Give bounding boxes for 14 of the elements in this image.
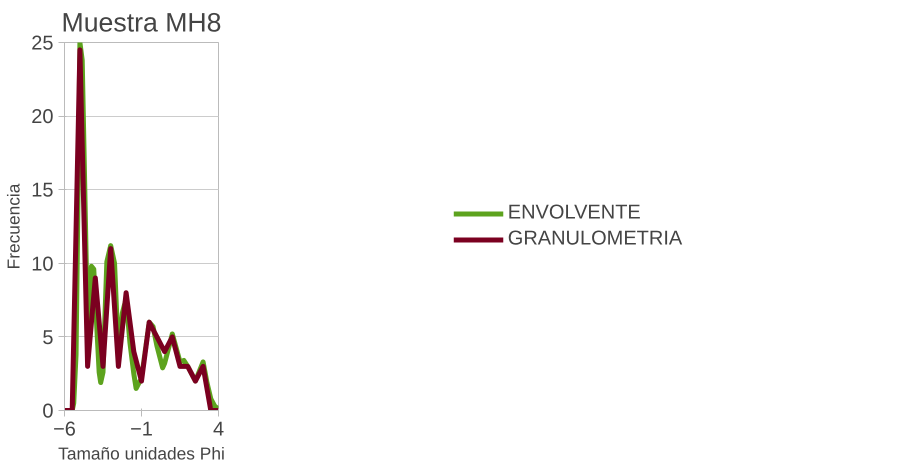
x-tick-label: −1 [130, 418, 153, 440]
legend-label: GRANULOMETRIA [508, 228, 682, 250]
y-tick-label: 10 [31, 253, 54, 276]
y-tick-label: 25 [31, 32, 54, 54]
x-axis-title: Tamaño unidades Phi [58, 444, 225, 464]
chart-title: Muestra MH8 [62, 8, 222, 38]
y-tick-label: 5 [42, 326, 54, 349]
y-tick-label: 15 [31, 180, 54, 202]
y-tick-label: 0 [42, 400, 54, 422]
y-tick-label: 20 [31, 106, 54, 128]
y-axis-title: Frecuencia [3, 183, 24, 270]
x-tick-label: 4 [212, 418, 224, 440]
x-tick-label: −6 [53, 418, 76, 440]
legend-label: ENVOLVENTE [508, 202, 641, 224]
